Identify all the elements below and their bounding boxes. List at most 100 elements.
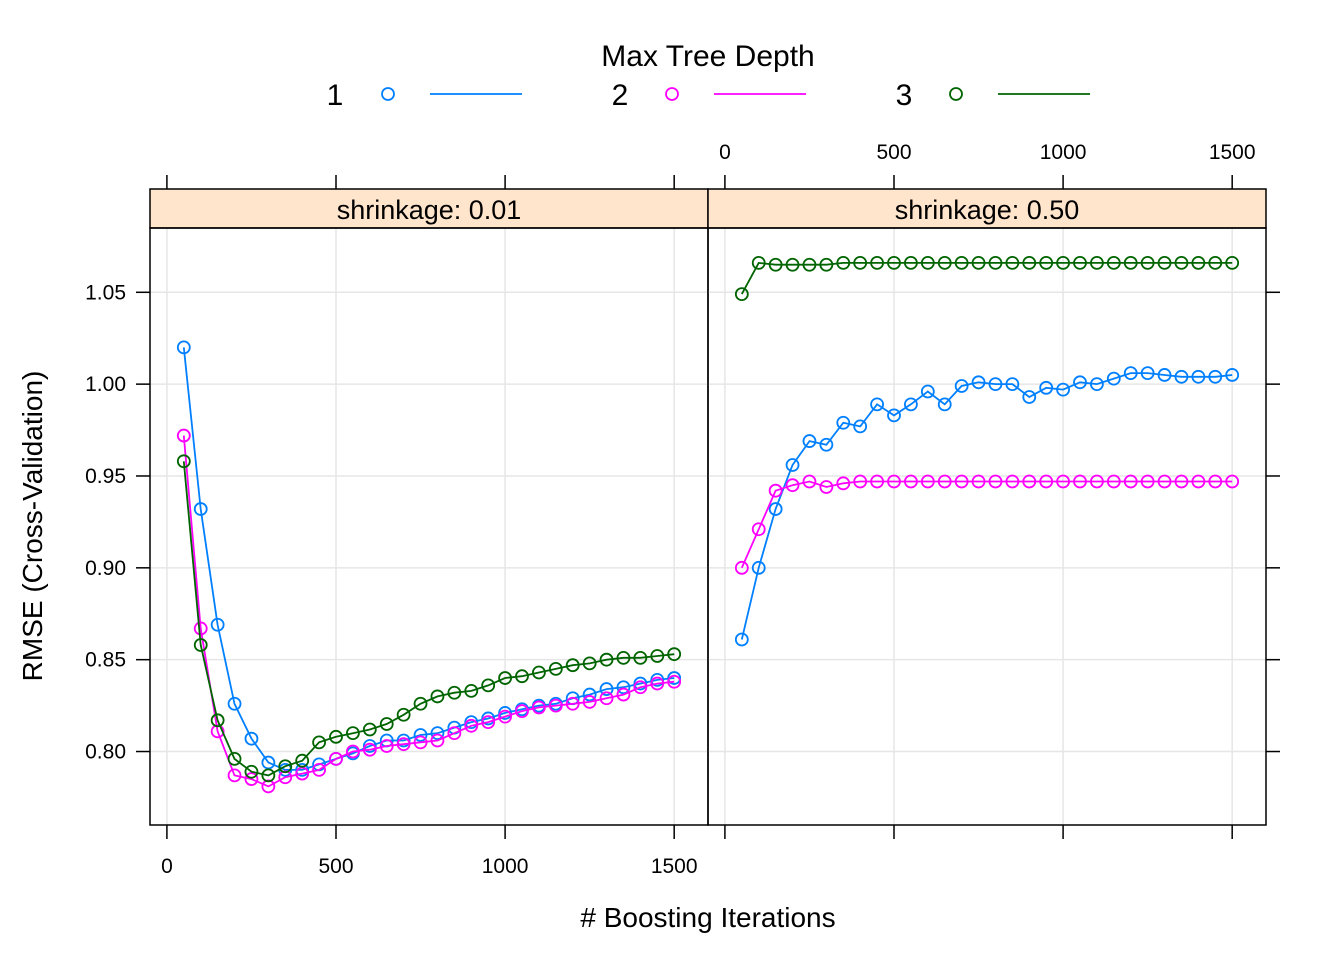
data-point bbox=[1225, 256, 1240, 270]
series-line-2 bbox=[182, 435, 675, 788]
data-point bbox=[954, 379, 969, 393]
data-point bbox=[988, 474, 1003, 489]
data-point bbox=[836, 256, 851, 270]
x-tick-label-top: 500 bbox=[876, 141, 911, 164]
data-point bbox=[481, 711, 496, 726]
data-point bbox=[650, 649, 665, 663]
data-point bbox=[481, 678, 496, 693]
x-tick-label: 0 bbox=[161, 855, 173, 878]
data-point bbox=[278, 759, 293, 774]
strip-label: shrinkage: 0.01 bbox=[337, 195, 522, 225]
data-point bbox=[1208, 474, 1223, 489]
data-point bbox=[836, 415, 851, 430]
data-point bbox=[244, 772, 259, 786]
data-point bbox=[785, 458, 800, 472]
data-point bbox=[853, 256, 868, 270]
data-point bbox=[515, 669, 529, 684]
series-1 bbox=[734, 366, 1240, 647]
data-point bbox=[904, 397, 918, 412]
panel-1-grid bbox=[150, 228, 708, 825]
data-point bbox=[887, 408, 901, 423]
data-point bbox=[616, 680, 631, 695]
y-tick-label: 0.80 bbox=[85, 741, 126, 764]
data-point bbox=[616, 650, 631, 665]
data-point bbox=[1106, 371, 1121, 386]
data-point bbox=[244, 731, 259, 746]
panel-2-frame bbox=[707, 227, 1267, 826]
data-point bbox=[920, 384, 935, 399]
data-point bbox=[244, 764, 259, 779]
x-tick-label: 500 bbox=[318, 855, 353, 878]
x-tick-label-top: 1500 bbox=[1209, 141, 1256, 164]
data-point bbox=[362, 722, 377, 737]
data-point bbox=[430, 689, 445, 704]
data-point bbox=[1174, 474, 1189, 489]
data-point bbox=[312, 735, 326, 750]
data-point bbox=[1225, 474, 1240, 489]
data-point bbox=[819, 480, 834, 494]
data-point bbox=[413, 735, 428, 750]
data-point bbox=[734, 560, 749, 575]
data-point bbox=[498, 671, 512, 685]
series-2 bbox=[176, 428, 682, 794]
data-point bbox=[227, 768, 242, 783]
data-point bbox=[312, 762, 326, 777]
data-point bbox=[870, 397, 884, 412]
data-point bbox=[887, 474, 901, 489]
data-point bbox=[768, 257, 783, 272]
data-point bbox=[1157, 474, 1172, 489]
data-point bbox=[1056, 256, 1070, 270]
data-point bbox=[599, 691, 614, 706]
series-3 bbox=[176, 454, 682, 783]
panel-1: shrinkage: 0.01 0 500 1000 1500 0.80 0.85 0.90 0… bbox=[85, 175, 709, 878]
data-point bbox=[1073, 256, 1087, 270]
legend-point-2 bbox=[665, 87, 679, 101]
data-point bbox=[532, 700, 546, 715]
data-point bbox=[853, 419, 868, 434]
panel-2-strip bbox=[707, 188, 1267, 229]
series-line-1 bbox=[182, 347, 675, 771]
data-point bbox=[667, 674, 682, 689]
data-point bbox=[988, 256, 1003, 270]
data-point bbox=[971, 375, 986, 390]
y-tick-label: 0.90 bbox=[85, 557, 126, 580]
data-point bbox=[1140, 256, 1155, 270]
data-point bbox=[1056, 382, 1070, 397]
data-point bbox=[430, 726, 445, 741]
data-point bbox=[768, 483, 783, 498]
data-point bbox=[1191, 474, 1206, 489]
data-point bbox=[988, 377, 1003, 392]
series-line-1 bbox=[740, 372, 1233, 640]
panels: shrinkage: 0.01 0 500 1000 1500 0.80 0.85 0.90 0… bbox=[85, 141, 1280, 878]
data-point bbox=[379, 739, 394, 753]
data-point bbox=[1022, 474, 1037, 489]
data-point bbox=[1123, 474, 1138, 489]
data-point bbox=[1056, 474, 1070, 489]
data-point bbox=[1191, 256, 1206, 270]
data-point bbox=[582, 656, 597, 671]
y-tick-label: 0.85 bbox=[85, 649, 126, 672]
data-point bbox=[937, 474, 952, 489]
data-point bbox=[295, 762, 310, 777]
data-point bbox=[515, 704, 529, 719]
data-point bbox=[1090, 377, 1104, 392]
panel-2: shrinkage: 0.50 0 500 1000 1500 bbox=[707, 141, 1280, 839]
data-point bbox=[599, 652, 614, 667]
data-point bbox=[565, 658, 580, 673]
data-point bbox=[1106, 256, 1121, 270]
data-point bbox=[1073, 375, 1087, 390]
data-point bbox=[751, 522, 766, 537]
data-point bbox=[346, 726, 360, 741]
data-point bbox=[1140, 474, 1155, 489]
y-tick-label: 1.05 bbox=[85, 281, 126, 304]
data-point bbox=[819, 257, 834, 272]
data-point bbox=[751, 256, 766, 270]
data-point bbox=[430, 733, 445, 748]
data-point bbox=[379, 717, 394, 731]
data-point bbox=[1123, 366, 1138, 381]
data-point bbox=[362, 742, 377, 757]
data-point bbox=[1140, 366, 1155, 381]
data-point bbox=[802, 434, 817, 448]
data-point bbox=[802, 474, 817, 489]
series-3 bbox=[734, 256, 1240, 302]
